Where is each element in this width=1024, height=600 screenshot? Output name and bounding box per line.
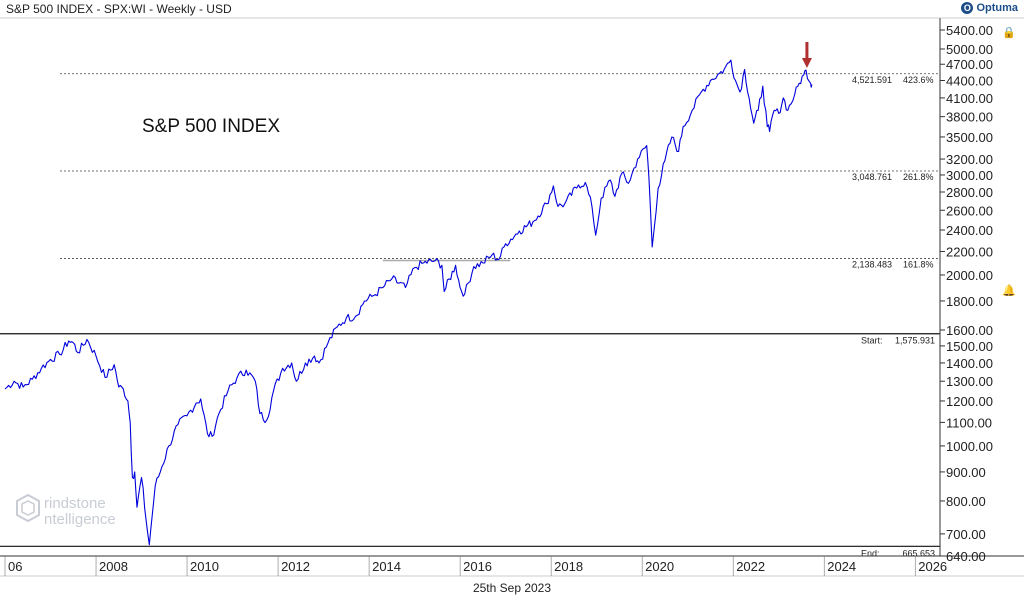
ref-line-value: 2,138.483 [852,259,892,269]
ref-line-label: End: [861,548,880,558]
lock-icon[interactable]: 🔒 [1002,27,1016,39]
chart-annotation-label: S&P 500 INDEX [142,116,281,137]
y-tick-label: 2800.00 [946,185,993,200]
y-tick-label: 4400.00 [946,74,993,89]
y-tick-label: 1200.00 [946,394,993,409]
x-tick-label: 2018 [554,559,583,574]
ref-line-value: 665.653 [902,548,935,558]
watermark-line-2: ntelligence [44,511,116,528]
brand-logo: O Optuma [961,2,1018,14]
x-tick-label: 2020 [645,559,674,574]
x-tick-label: 2010 [190,559,219,574]
y-tick-label: 800.00 [946,494,986,509]
ref-line-pct: 161.8% [903,259,934,269]
watermark-line-1: rindstone [44,495,106,512]
y-tick-label: 4700.00 [946,57,993,72]
y-tick-label: 2200.00 [946,244,993,259]
x-tick-label: 06 [8,559,22,574]
y-tick-label: 2600.00 [946,203,993,218]
x-tick-label: 2016 [463,559,492,574]
y-tick-label: 1800.00 [946,294,993,309]
x-tick-label: 2014 [372,559,401,574]
y-tick-label: 5000.00 [946,42,993,57]
x-tick-label: 2008 [99,559,128,574]
x-tick-label: 2022 [736,559,765,574]
ref-line-pct: 423.6% [903,75,934,85]
y-tick-label: 3200.00 [946,152,993,167]
chart-title: S&P 500 INDEX - SPX:WI - Weekly - USD [6,2,232,16]
ref-line-value: 3,048.761 [852,172,892,182]
y-tick-label: 1500.00 [946,339,993,354]
y-tick-label: 700.00 [946,527,986,542]
y-tick-label: 900.00 [946,465,986,480]
ref-line-value: 4,521.591 [852,75,892,85]
watermark-logo-icon [16,494,40,522]
y-tick-label: 1600.00 [946,323,993,338]
y-tick-label: 1300.00 [946,374,993,389]
alert-icon[interactable]: 🔔 [1002,285,1016,297]
y-tick-label: 1000.00 [946,439,993,454]
ref-line-value: 1,575.931 [895,336,935,346]
y-tick-label: 3800.00 [946,110,993,125]
arrow-head-icon [801,58,812,68]
ref-line-label: Start: [861,336,883,346]
brand-name: Optuma [976,2,1018,14]
y-tick-label: 3000.00 [946,168,993,183]
y-tick-label: 2400.00 [946,223,993,238]
y-tick-label: 2000.00 [946,268,993,283]
ref-line-pct: 261.8% [903,172,934,182]
y-tick-label: 1400.00 [946,356,993,371]
x-tick-label: 2026 [918,559,947,574]
y-tick-label: 4100.00 [946,91,993,106]
y-tick-label: 640.00 [946,549,986,564]
y-tick-label: 5400.00 [946,23,993,38]
x-tick-label: 2012 [281,559,310,574]
y-tick-label: 1100.00 [946,415,992,430]
optuma-logo-icon: O [961,2,974,14]
date-label: 25th Sep 2023 [472,581,552,595]
sp500-price-line [4,59,813,546]
y-tick-label: 3500.00 [946,130,993,145]
x-tick-label: 2024 [827,559,856,574]
